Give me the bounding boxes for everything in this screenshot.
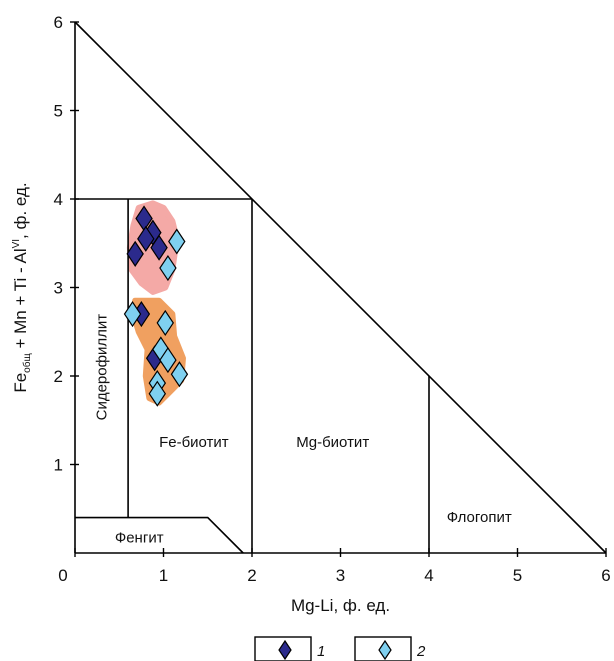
y-axis-title-subscript: общ (21, 353, 33, 373)
series-1-point (137, 225, 155, 252)
field-label-phlogopite: Флогопит (447, 509, 512, 526)
series-1-point (126, 240, 144, 267)
y-axis-title: Feобщ + Mn + Ti - AlVI, ф. ед. (11, 182, 33, 392)
x-ticks: 0 1 2 3 4 5 6 (58, 548, 611, 585)
series-1-point (150, 234, 168, 261)
y-axis-title-middle: + Mn + Ti - Al (11, 248, 30, 353)
x-tick-label: 3 (336, 566, 345, 585)
y-tick-label: 3 (54, 279, 63, 298)
series-2-point (159, 254, 177, 282)
x-tick-label: 2 (247, 566, 256, 585)
diagonal-boundary (74, 21, 607, 554)
legend-marker-2 (378, 639, 392, 661)
legend-box-2 (354, 636, 412, 661)
series-2-point (148, 380, 167, 407)
x-tick-label: 4 (424, 566, 433, 585)
x-tick-label: 6 (601, 566, 610, 585)
y-axis-title-end: , ф. ед. (11, 182, 30, 239)
y-axis-title-superscript: VI (11, 239, 22, 248)
series-2-point (156, 309, 174, 336)
y-tick-label: 4 (54, 190, 63, 209)
y-axis-title-fe: Fe (11, 373, 30, 393)
field-label-phengite: Фенгит (115, 529, 164, 546)
field-label-siderophyllite: Сидерофиллит (94, 314, 111, 421)
series-2-point (123, 300, 142, 328)
x-tick-label: 0 (58, 566, 67, 585)
x-tick-label: 5 (513, 566, 522, 585)
legend-marker-1 (278, 639, 292, 661)
field-boundaries (74, 21, 607, 554)
legend: 1 2 (254, 636, 426, 661)
data-points (123, 205, 189, 407)
x-tick-label: 1 (159, 566, 168, 585)
y-tick-label: 2 (54, 367, 63, 386)
phengite-boundary (75, 516, 244, 554)
y-tick-label: 5 (54, 102, 63, 121)
legend-box-1 (254, 636, 312, 661)
field-label-mg-biotite: Mg-биотит (296, 434, 369, 451)
y-tick-label: 1 (54, 456, 63, 475)
y-tick-label: 6 (54, 13, 63, 32)
series-2-point (170, 361, 189, 388)
field-label-fe-biotite: Fe-биотит (159, 434, 229, 451)
x-axis-title: Mg-Li, ф. ед. (291, 596, 390, 615)
legend-label-2: 2 (416, 643, 426, 660)
y-ticks: 1 2 3 4 5 6 (54, 13, 79, 475)
series-2-point (159, 346, 177, 374)
series-2-point (168, 228, 186, 255)
legend-label-1: 1 (317, 643, 325, 660)
